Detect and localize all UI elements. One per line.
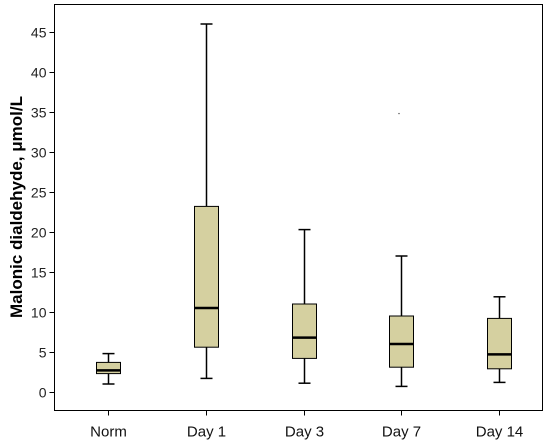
x-category-label: Day 14 bbox=[476, 424, 524, 441]
y-tick-label: 45 bbox=[31, 25, 47, 41]
x-category-label: Day 1 bbox=[187, 424, 226, 441]
y-tick-label: 35 bbox=[31, 105, 47, 121]
box-norm bbox=[96, 352, 121, 385]
y-tick-label: 10 bbox=[31, 305, 47, 321]
iqr-box bbox=[96, 361, 121, 375]
y-tick-label: 30 bbox=[31, 145, 47, 161]
y-tick-label: 0 bbox=[39, 385, 47, 401]
y-tick-label: 25 bbox=[31, 185, 47, 201]
iqr-box bbox=[194, 205, 219, 348]
box-day-3 bbox=[292, 228, 317, 384]
x-category-label: Day 7 bbox=[382, 424, 421, 441]
x-category-label: Day 3 bbox=[285, 424, 324, 441]
outliers-layer bbox=[398, 112, 400, 115]
iqr-box bbox=[487, 317, 512, 370]
y-tick-label: 5 bbox=[39, 345, 47, 361]
y-axis: 0 5 10 15 20 25 30 35 40 45 bbox=[31, 25, 55, 401]
boxes-layer bbox=[96, 23, 512, 388]
x-category-label: Norm bbox=[90, 424, 127, 441]
y-axis-title: Malonic dialdehyde, μmol/L bbox=[7, 96, 26, 318]
y-tick-label: 40 bbox=[31, 65, 47, 81]
box-day-7 bbox=[389, 255, 414, 388]
box-day-1 bbox=[194, 23, 219, 380]
y-tick-label: 20 bbox=[31, 225, 47, 241]
iqr-box bbox=[292, 303, 317, 359]
iqr-box bbox=[389, 315, 414, 368]
box-day-14 bbox=[487, 296, 512, 384]
outlier-point bbox=[398, 112, 400, 115]
y-tick-label: 15 bbox=[31, 265, 47, 281]
x-axis: Norm Day 1 Day 3 Day 7 Day 14 bbox=[90, 410, 524, 441]
